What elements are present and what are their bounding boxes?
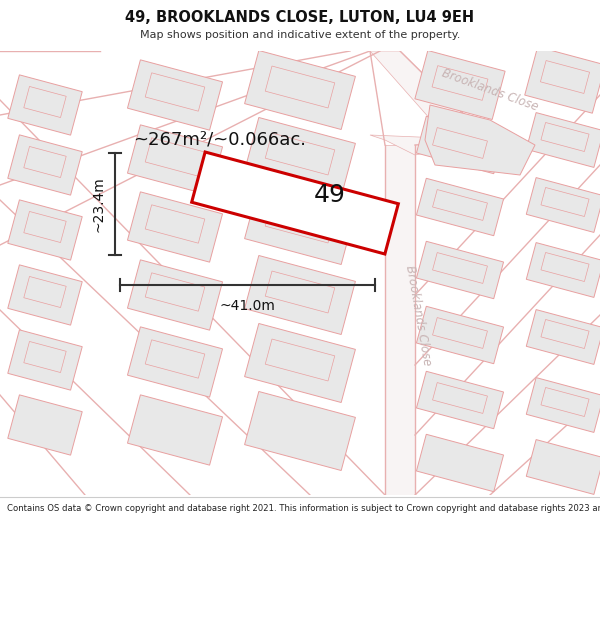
Polygon shape [8,200,82,260]
Polygon shape [433,318,487,348]
Polygon shape [265,133,335,175]
Polygon shape [145,272,205,311]
Polygon shape [433,253,487,283]
Polygon shape [526,112,600,168]
Polygon shape [265,271,335,313]
Polygon shape [541,122,589,151]
Polygon shape [127,327,223,397]
Polygon shape [127,192,223,262]
Polygon shape [8,330,82,390]
Polygon shape [24,146,66,177]
Text: 49, BROOKLANDS CLOSE, LUTON, LU4 9EH: 49, BROOKLANDS CLOSE, LUTON, LU4 9EH [125,10,475,25]
Polygon shape [416,371,503,429]
Polygon shape [541,253,589,281]
Polygon shape [526,242,600,298]
Polygon shape [265,201,335,243]
Text: Brooklands Close: Brooklands Close [403,264,433,366]
Text: ~41.0m: ~41.0m [220,299,275,313]
Polygon shape [433,127,487,158]
Polygon shape [191,152,398,254]
Polygon shape [433,189,487,221]
Polygon shape [541,61,590,94]
Polygon shape [541,319,589,349]
Polygon shape [425,105,535,175]
Polygon shape [526,177,600,232]
Polygon shape [245,324,355,402]
Polygon shape [265,66,335,108]
Polygon shape [245,391,355,471]
Polygon shape [370,51,490,155]
Polygon shape [432,66,488,101]
Text: ~23.4m: ~23.4m [91,176,105,232]
Polygon shape [24,276,66,308]
Polygon shape [127,260,223,330]
Polygon shape [8,395,82,455]
Polygon shape [416,306,503,364]
Text: Brooklands Close: Brooklands Close [440,66,540,114]
Polygon shape [245,256,355,334]
Polygon shape [24,86,66,118]
Polygon shape [24,211,66,242]
Polygon shape [145,340,205,378]
Text: Contains OS data © Crown copyright and database right 2021. This information is : Contains OS data © Crown copyright and d… [7,504,600,513]
Polygon shape [525,47,600,113]
Polygon shape [127,125,223,195]
Polygon shape [245,51,355,129]
Polygon shape [416,116,503,174]
Polygon shape [245,186,355,264]
Polygon shape [416,241,503,299]
Polygon shape [145,205,205,243]
Polygon shape [541,188,589,216]
Polygon shape [526,309,600,364]
Text: ~267m²/~0.066ac.: ~267m²/~0.066ac. [133,131,307,149]
Polygon shape [415,51,505,119]
Polygon shape [416,178,503,236]
Polygon shape [145,138,205,176]
Polygon shape [127,60,223,130]
Polygon shape [127,395,223,465]
Polygon shape [24,341,66,372]
Polygon shape [8,75,82,135]
Polygon shape [526,378,600,432]
Polygon shape [416,434,503,492]
Text: 49: 49 [314,183,346,207]
Polygon shape [541,388,589,416]
Polygon shape [265,339,335,381]
Polygon shape [145,72,205,111]
Polygon shape [385,145,415,495]
Polygon shape [245,118,355,196]
Polygon shape [370,135,490,155]
Polygon shape [526,439,600,494]
Polygon shape [433,382,487,413]
Polygon shape [8,265,82,325]
Text: Map shows position and indicative extent of the property.: Map shows position and indicative extent… [140,30,460,40]
Polygon shape [8,135,82,195]
